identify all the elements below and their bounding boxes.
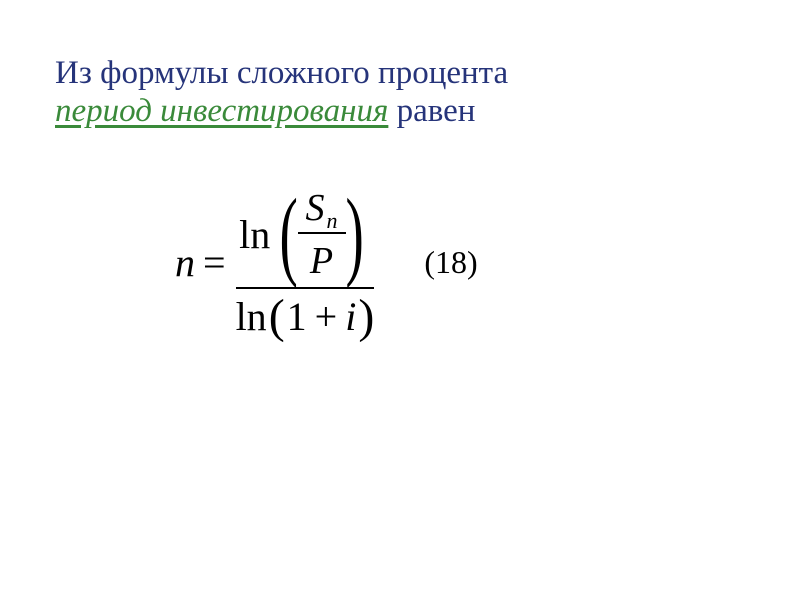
formula: n = ln ( S n P ) — [175, 186, 374, 340]
p-variable: P — [310, 240, 333, 282]
small-paren-left: ( — [269, 295, 285, 338]
plus-sign: + — [315, 293, 338, 340]
equation-number: (18) — [424, 244, 477, 281]
subscript-n: n — [327, 208, 338, 234]
s-variable: S — [306, 186, 325, 230]
numerator: ln ( S n P ) — [239, 186, 371, 287]
inner-fraction: S n P — [298, 186, 346, 283]
equals-sign: = — [203, 239, 226, 286]
main-fraction: ln ( S n P ) l — [236, 186, 375, 340]
slide-container: Из формулы сложного процента период инве… — [0, 0, 800, 600]
big-paren-right: ) — [345, 199, 363, 269]
one-literal: 1 — [287, 293, 307, 340]
title-line1: Из формулы сложного процента — [55, 55, 745, 93]
i-variable: i — [345, 293, 356, 340]
ln-denominator: ln — [236, 293, 267, 340]
big-paren-left: ( — [280, 199, 298, 269]
title-block: Из формулы сложного процента период инве… — [55, 55, 745, 131]
period-phrase: период инвестирования — [55, 93, 388, 129]
small-paren-right: ) — [358, 295, 374, 338]
inner-numerator: S n — [306, 186, 338, 232]
equals-phrase: равен — [388, 93, 475, 129]
inner-denominator: P — [310, 234, 333, 283]
title-line2: период инвестирования равен — [55, 93, 745, 131]
formula-area: n = ln ( S n P ) — [55, 186, 745, 340]
denominator: ln ( 1 + i ) — [236, 289, 375, 340]
n-variable: n — [175, 239, 195, 286]
ln-numerator: ln — [239, 211, 270, 258]
